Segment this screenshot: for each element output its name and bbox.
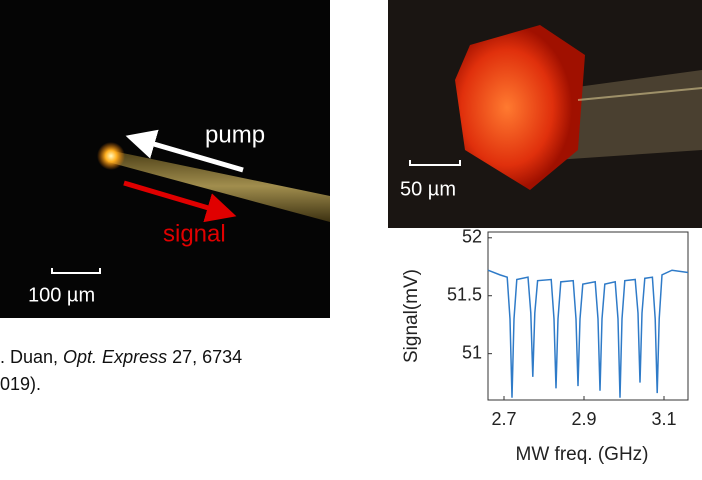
citation-text: 27, 6734	[167, 347, 242, 367]
x-axis-label: MW freq. (GHz)	[516, 444, 649, 465]
x-tick-label: 2.9	[571, 409, 596, 429]
x-tick-label: 2.7	[491, 409, 516, 429]
chart: Signal(mV) MW freq. (GHz) 51 51.5 52 2.7 2.9…	[401, 227, 689, 465]
pump-label: pump	[205, 121, 265, 148]
x-tick-label: 3.1	[651, 409, 676, 429]
scale-label: 100 µm	[28, 284, 95, 306]
citation: . Duan, Opt. Express 27, 6734	[0, 347, 242, 367]
signal-label: signal	[163, 220, 226, 247]
signal-line	[487, 269, 689, 398]
citation-text: . Duan,	[0, 347, 63, 367]
y-tick-label: 51.5	[447, 284, 482, 304]
citation-text: 019).	[0, 374, 41, 394]
scale-label: 50 µm	[400, 178, 456, 200]
right-photo: 50 µm	[388, 0, 702, 228]
y-axis-label: Signal(mV)	[401, 269, 422, 363]
journal: Opt. Express	[63, 347, 167, 367]
left-photo: pump signal 100 µm	[0, 0, 330, 318]
y-tick-label: 51	[462, 342, 482, 362]
y-tick-label: 52	[462, 227, 482, 247]
